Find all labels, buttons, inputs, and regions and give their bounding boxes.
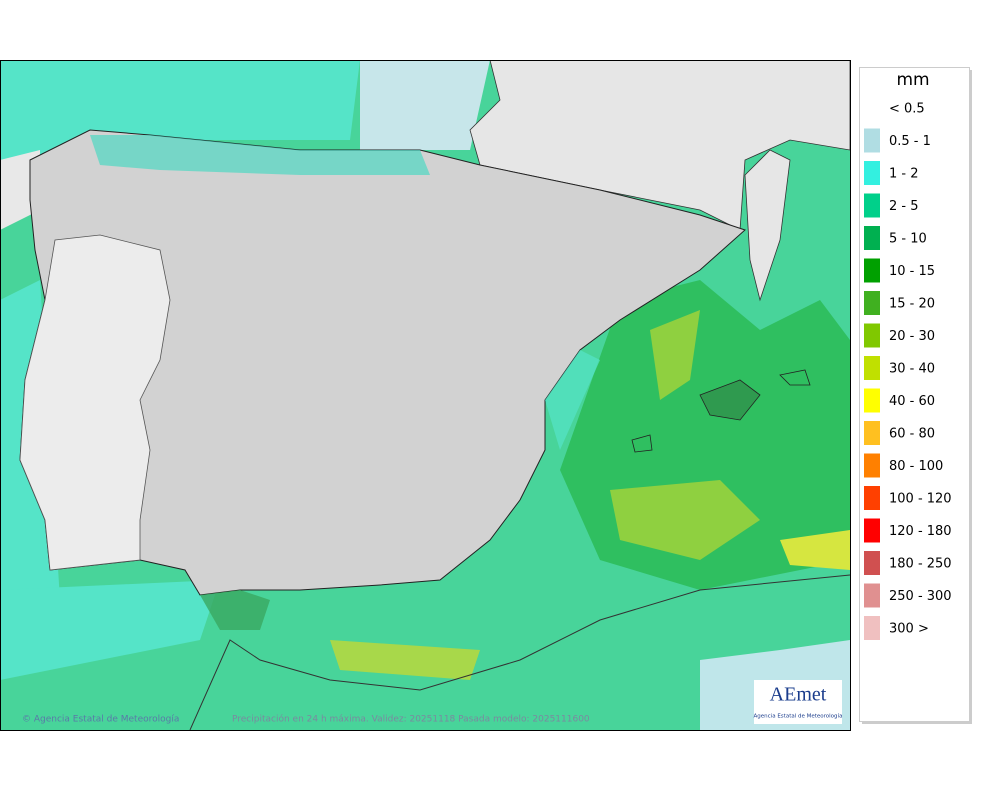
legend-label: 1 - 2 bbox=[889, 167, 919, 182]
legend-label: 0.5 - 1 bbox=[889, 134, 931, 149]
legend-swatch bbox=[864, 128, 880, 153]
legend-swatch bbox=[864, 193, 880, 218]
legend-swatch bbox=[864, 291, 880, 315]
legend-swatch bbox=[864, 96, 880, 120]
rain-zone bbox=[650, 310, 700, 400]
legend-label: 180 - 250 bbox=[889, 557, 952, 572]
legend-label: 10 - 15 bbox=[889, 264, 935, 279]
rain-zone bbox=[360, 60, 490, 150]
logo-box bbox=[754, 680, 842, 724]
rain-zone bbox=[610, 480, 760, 560]
legend-swatch bbox=[864, 388, 880, 413]
legend-swatch bbox=[864, 453, 880, 478]
corsica-sardinia bbox=[744, 149, 791, 302]
legend-label: 5 - 10 bbox=[889, 232, 927, 247]
legend-label: < 0.5 bbox=[889, 102, 925, 117]
rain-zone bbox=[0, 60, 360, 190]
legend-swatch bbox=[864, 226, 880, 250]
legend-label: 20 - 30 bbox=[889, 329, 935, 344]
legend-label: 40 - 60 bbox=[889, 394, 935, 409]
legend-label: 60 - 80 bbox=[889, 427, 935, 442]
legend-swatch bbox=[864, 518, 880, 543]
legend-label: 30 - 40 bbox=[889, 362, 935, 377]
legend-swatch bbox=[864, 421, 880, 445]
france bbox=[469, 60, 850, 231]
legend-swatch bbox=[864, 486, 880, 510]
legend-label: 120 - 180 bbox=[889, 524, 952, 539]
legend-label: 100 - 120 bbox=[889, 492, 952, 507]
rain-zone bbox=[545, 350, 600, 450]
legend-swatch bbox=[864, 356, 880, 380]
legend-label: 2 - 5 bbox=[889, 199, 919, 214]
legend-label: 300 > bbox=[889, 622, 929, 637]
rain-zone bbox=[0, 580, 220, 680]
africa-coast bbox=[189, 574, 850, 730]
credit: © Agencia Estatal de Meteorología bbox=[22, 715, 179, 725]
logo-name: AEmet bbox=[770, 684, 827, 706]
map-area bbox=[0, 60, 850, 730]
legend-swatch bbox=[864, 161, 880, 185]
balearic-island bbox=[631, 434, 653, 453]
legend-label: 250 - 300 bbox=[889, 589, 952, 604]
logo-subtitle: Agencia Estatal de Meteorología bbox=[754, 713, 843, 720]
rain-zone bbox=[200, 590, 270, 630]
portugal bbox=[19, 234, 171, 571]
legend-label: 15 - 20 bbox=[889, 297, 935, 312]
legend-swatch bbox=[864, 616, 880, 640]
rain-zone bbox=[330, 640, 480, 680]
legend-swatch bbox=[864, 583, 880, 608]
caption: Precipitación en 24 h máxima. Validez: 2… bbox=[232, 714, 590, 725]
legend-swatch bbox=[864, 258, 880, 283]
balearic-island bbox=[779, 369, 811, 386]
legend-swatch bbox=[864, 323, 880, 348]
rain-zone bbox=[780, 530, 850, 570]
legend-label: 80 - 100 bbox=[889, 459, 943, 474]
legend-swatch bbox=[864, 551, 880, 575]
balearic-island bbox=[699, 379, 761, 421]
rain-zone bbox=[90, 135, 430, 175]
map-frame bbox=[0, 60, 851, 731]
legend-title: mm bbox=[896, 70, 929, 90]
